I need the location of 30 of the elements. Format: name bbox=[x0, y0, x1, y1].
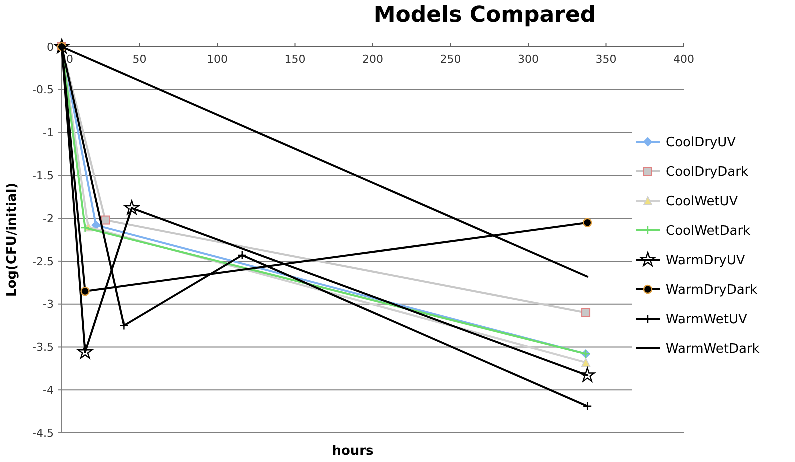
x-tick-label: 400 bbox=[674, 53, 694, 66]
x-tick-label: 250 bbox=[440, 53, 462, 66]
legend-label: WarmDryDark bbox=[666, 283, 758, 298]
legend-label: CoolDryUV bbox=[666, 136, 736, 151]
legend-label: WarmDryUV bbox=[666, 254, 746, 269]
y-tick-label: -2 bbox=[43, 212, 54, 226]
y-tick-label: -4.5 bbox=[32, 426, 54, 440]
y-tick-label: -4 bbox=[43, 384, 54, 397]
y-tick-label: -3.5 bbox=[32, 341, 54, 354]
legend-label: CoolWetUV bbox=[666, 194, 738, 210]
y-tick-label: -1.5 bbox=[32, 170, 54, 183]
x-tick-label: 0 bbox=[66, 53, 74, 66]
x-tick-label: 50 bbox=[132, 53, 147, 66]
legend-label: WarmWetUV bbox=[666, 312, 748, 328]
y-tick-label: -3 bbox=[43, 298, 54, 312]
x-tick-label: 300 bbox=[518, 53, 539, 66]
x-tick-label: 350 bbox=[596, 53, 617, 66]
legend-label: CoolDryDark bbox=[666, 165, 749, 180]
x-axis-title: hours bbox=[332, 444, 374, 459]
y-tick-label: 0 bbox=[47, 40, 54, 54]
x-tick-label: 150 bbox=[284, 53, 306, 66]
legend-label: WarmWetDark bbox=[666, 342, 760, 358]
y-tick-label: -1 bbox=[43, 126, 54, 140]
y-tick-label: -2.5 bbox=[32, 255, 54, 268]
x-tick-label: 200 bbox=[362, 53, 384, 66]
y-tick-label: -0.5 bbox=[32, 84, 54, 97]
x-tick-label: 100 bbox=[207, 53, 228, 66]
chart-title: Models Compared bbox=[374, 3, 596, 28]
legend-label: CoolWetDark bbox=[666, 224, 752, 240]
y-axis-title: Log(CFU/initial) bbox=[5, 182, 20, 298]
